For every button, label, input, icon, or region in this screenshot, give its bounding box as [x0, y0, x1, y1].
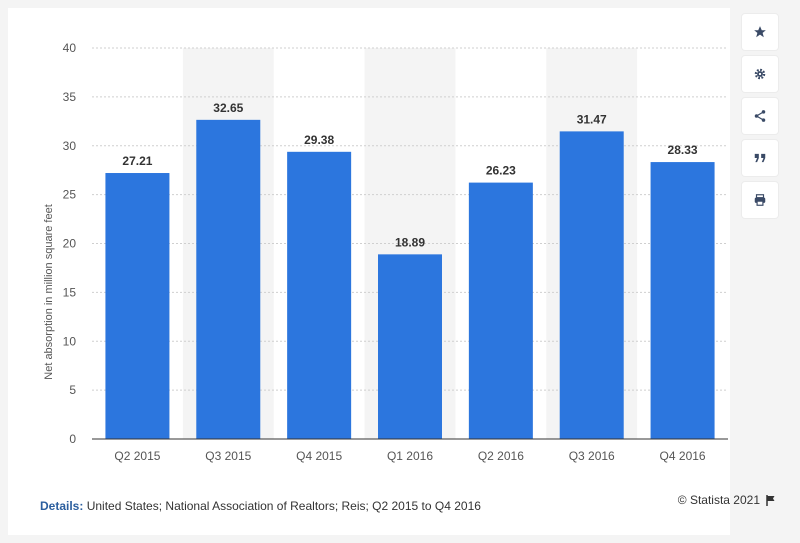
- bar[interactable]: [105, 173, 170, 439]
- x-tick-labels: Q2 2015 Q3 2015 Q4 2015 Q1 2016 Q2 2016 Q3 20…: [114, 449, 706, 463]
- details-label: Details:: [40, 499, 84, 513]
- x-tick-label: Q3 2016: [569, 449, 615, 463]
- x-tick-label: Q1 2016: [387, 449, 433, 463]
- bar[interactable]: [650, 162, 715, 439]
- y-tick-label: 35: [63, 90, 77, 104]
- source-details: Details: United States; National Associa…: [40, 499, 481, 513]
- x-tick-label: Q2 2016: [478, 449, 524, 463]
- value-label: 32.65: [213, 101, 243, 115]
- star-icon: [754, 26, 766, 38]
- value-label: 28.33: [668, 143, 698, 157]
- y-tick-label: 40: [63, 41, 77, 55]
- x-tick-label: Q4 2016: [660, 449, 706, 463]
- x-tick-label: Q3 2015: [205, 449, 251, 463]
- y-tick-label: 5: [69, 383, 76, 397]
- x-tick-label: Q2 2015: [114, 449, 160, 463]
- print-button[interactable]: [742, 182, 778, 218]
- credit-text: © Statista 2021: [677, 493, 760, 507]
- y-tick-label: 0: [69, 432, 76, 446]
- share-icon: [754, 110, 766, 122]
- print-icon: [754, 194, 766, 206]
- settings-button[interactable]: [742, 56, 778, 92]
- sidebar-toolbar: [742, 14, 786, 218]
- cite-button[interactable]: [742, 140, 778, 176]
- y-tick-label: 20: [63, 237, 77, 251]
- y-tick-labels: 0 5 10 15 20 25 30 35 40: [63, 41, 77, 446]
- value-label: 31.47: [577, 112, 607, 126]
- favorite-button[interactable]: [742, 14, 778, 50]
- bar[interactable]: [468, 182, 533, 439]
- y-tick-label: 30: [63, 139, 77, 153]
- value-label: 26.23: [486, 164, 516, 178]
- bar-chart: 27.21 32.65 29.38 18.89 26.23 31.47 28.33 0 5 10…: [43, 41, 728, 463]
- value-label: 27.21: [122, 154, 152, 168]
- bar[interactable]: [559, 131, 624, 440]
- quote-icon: [754, 153, 766, 163]
- credit[interactable]: © Statista 2021: [678, 493, 776, 507]
- value-labels: 27.21 32.65 29.38 18.89 26.23 31.47 28.33: [122, 101, 697, 250]
- bar[interactable]: [196, 119, 261, 439]
- bar[interactable]: [287, 151, 352, 440]
- bar[interactable]: [378, 254, 442, 439]
- gear-icon: [754, 68, 766, 80]
- bars: [105, 119, 715, 440]
- value-label: 18.89: [395, 235, 425, 249]
- y-tick-label: 15: [63, 285, 77, 299]
- y-tick-label: 25: [63, 188, 77, 202]
- value-label: 29.38: [304, 133, 334, 147]
- y-tick-label: 10: [63, 334, 77, 348]
- flag-icon: [766, 494, 775, 506]
- details-text: United States; National Association of R…: [83, 499, 481, 513]
- share-button[interactable]: [742, 98, 778, 134]
- x-tick-label: Q4 2015: [296, 449, 342, 463]
- y-axis-label: Net absorption in million square feet: [43, 204, 55, 379]
